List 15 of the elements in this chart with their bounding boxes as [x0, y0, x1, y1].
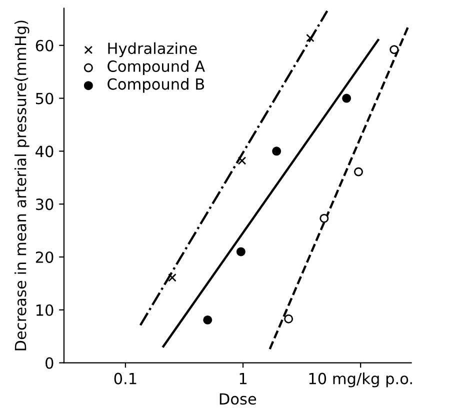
y-axis-title: Decrease in mean arterial pressure(mmHg) [14, 20, 30, 350]
legend-label: Hydralazine [108, 42, 197, 58]
y-tick-label: 0 [46, 357, 54, 369]
y-tick-label: 40 [36, 146, 54, 158]
y-tick-label: 50 [36, 92, 54, 104]
x-axis-title: Dose [220, 393, 256, 405]
x-tick-label: 0.1 [114, 372, 136, 384]
y-tick-label: 60 [36, 40, 54, 52]
x-tick-label: 10 mg/kg p.o. [309, 372, 412, 388]
y-tick-label: 30 [36, 198, 54, 210]
legend-label: Compound A [108, 60, 205, 75]
legend-label: Compound B [108, 78, 204, 93]
x-tick-label: 1 [240, 372, 246, 384]
y-tick-label: 20 [36, 251, 54, 264]
y-tick-label: 10 [36, 304, 54, 316]
